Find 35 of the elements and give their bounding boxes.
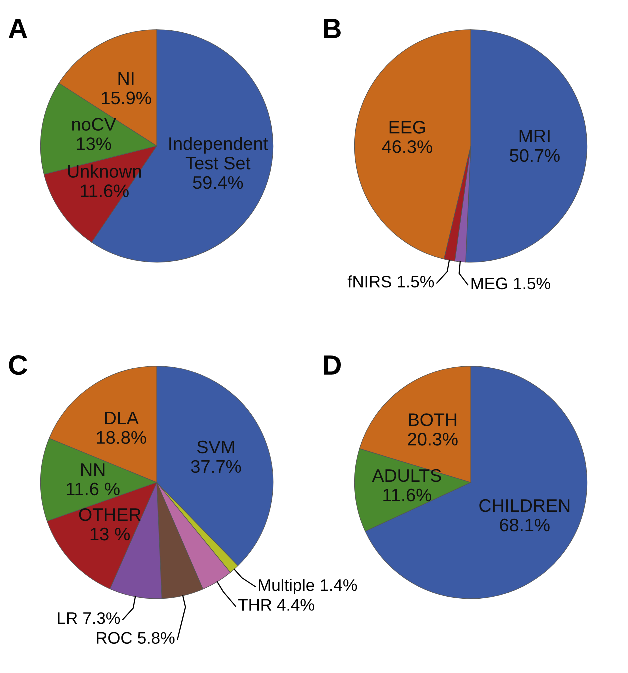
slice-label: fNIRS 1.5%	[348, 276, 434, 288]
chart-title: A	[8, 19, 28, 38]
data-label: 59.4%	[193, 176, 244, 190]
slice-label: LR 7.3%	[58, 612, 120, 624]
slice-label: OTHER	[79, 508, 141, 522]
slice-label: Multiple 1.4%	[259, 578, 358, 595]
slice-label: Independent Test Set	[170, 137, 268, 170]
data-label: 68.1%	[500, 518, 550, 532]
slice-label: noCV	[72, 118, 116, 131]
data-label: 20.3%	[408, 433, 458, 446]
data-label: 18.8%	[97, 431, 146, 444]
slice-label: SVM	[198, 440, 234, 454]
slice-label: MEG 1.5%	[472, 278, 550, 290]
slice-label: DLA	[105, 412, 139, 424]
slice-label: CHILDREN	[480, 499, 570, 512]
chart-title: C	[9, 355, 28, 376]
slice-label: MRI	[520, 130, 550, 143]
slice-label: ADULTS	[372, 469, 442, 482]
data-label: 46.3%	[382, 140, 432, 154]
chart-title: D	[324, 356, 342, 375]
data-label: 13%	[77, 138, 112, 150]
slice-label: NI	[118, 72, 134, 85]
slice-label: BOTH	[409, 414, 457, 426]
data-label: 11.6%	[384, 488, 432, 502]
chart-title: B	[324, 19, 341, 38]
data-label: 11.6 %	[66, 482, 120, 496]
slice-label: NN	[82, 464, 105, 476]
data-label: 50.7%	[510, 149, 560, 162]
data-label: 37.7%	[191, 460, 242, 474]
data-label: 13 %	[90, 528, 130, 541]
data-label: 15.9%	[102, 92, 152, 105]
slice-label: THR 4.4%	[238, 599, 314, 611]
slice-label: Unknown	[68, 164, 142, 178]
slice-label: ROC 5.8%	[97, 632, 175, 644]
slice-label: EEG	[390, 121, 426, 134]
